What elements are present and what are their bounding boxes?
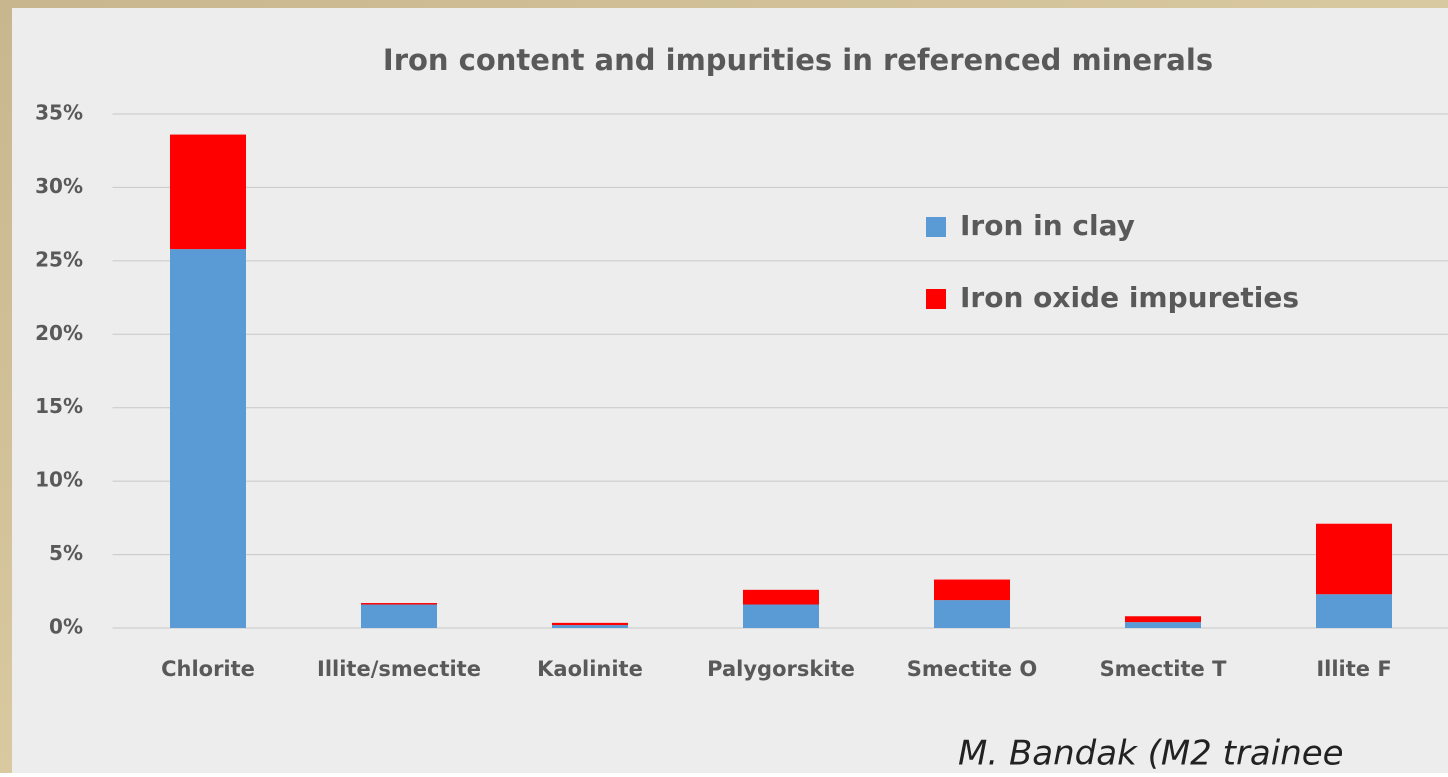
bar-segment (1125, 616, 1201, 623)
bar-segment (743, 604, 819, 628)
x-tick-label: Smectite T (1100, 657, 1228, 681)
bar-segment (170, 249, 246, 628)
bar-segment (1316, 523, 1392, 595)
x-tick-label: Illite F (1316, 657, 1391, 681)
x-tick-label: Illite/smectite (317, 657, 481, 681)
legend-label: Iron oxide impureties (960, 281, 1299, 314)
y-tick-label: 30% (35, 174, 83, 198)
x-tick-label: Kaolinite (537, 657, 643, 681)
legend-swatch (926, 217, 946, 237)
y-tick-label: 5% (49, 541, 83, 565)
legend-label: Iron in clay (960, 209, 1135, 242)
bar-segment (552, 625, 628, 628)
y-tick-label: 15% (35, 394, 83, 418)
y-tick-label: 35% (35, 101, 83, 125)
x-tick-label: Smectite O (907, 657, 1037, 681)
chart-title: Iron content and impurities in reference… (383, 43, 1213, 77)
bar-segment (361, 603, 437, 605)
bar-segment (361, 604, 437, 628)
legend-swatch (926, 289, 946, 309)
bar-segment (1316, 594, 1392, 628)
bar-segment (934, 600, 1010, 628)
x-tick-label: Chlorite (161, 657, 255, 681)
y-tick-label: 25% (35, 247, 83, 271)
chart-area (12, 8, 1448, 773)
bar-segment (934, 579, 1010, 601)
y-tick-label: 0% (49, 615, 83, 639)
y-tick-label: 10% (35, 468, 83, 492)
y-tick-label: 20% (35, 321, 83, 345)
x-tick-label: Palygorskite (707, 657, 855, 681)
bar-segment (170, 134, 246, 250)
bar-segment (552, 622, 628, 626)
annotation: M. Bandak (M2 trainee (958, 734, 1344, 774)
bar-segment (743, 589, 819, 605)
bar-segment (1125, 622, 1201, 628)
